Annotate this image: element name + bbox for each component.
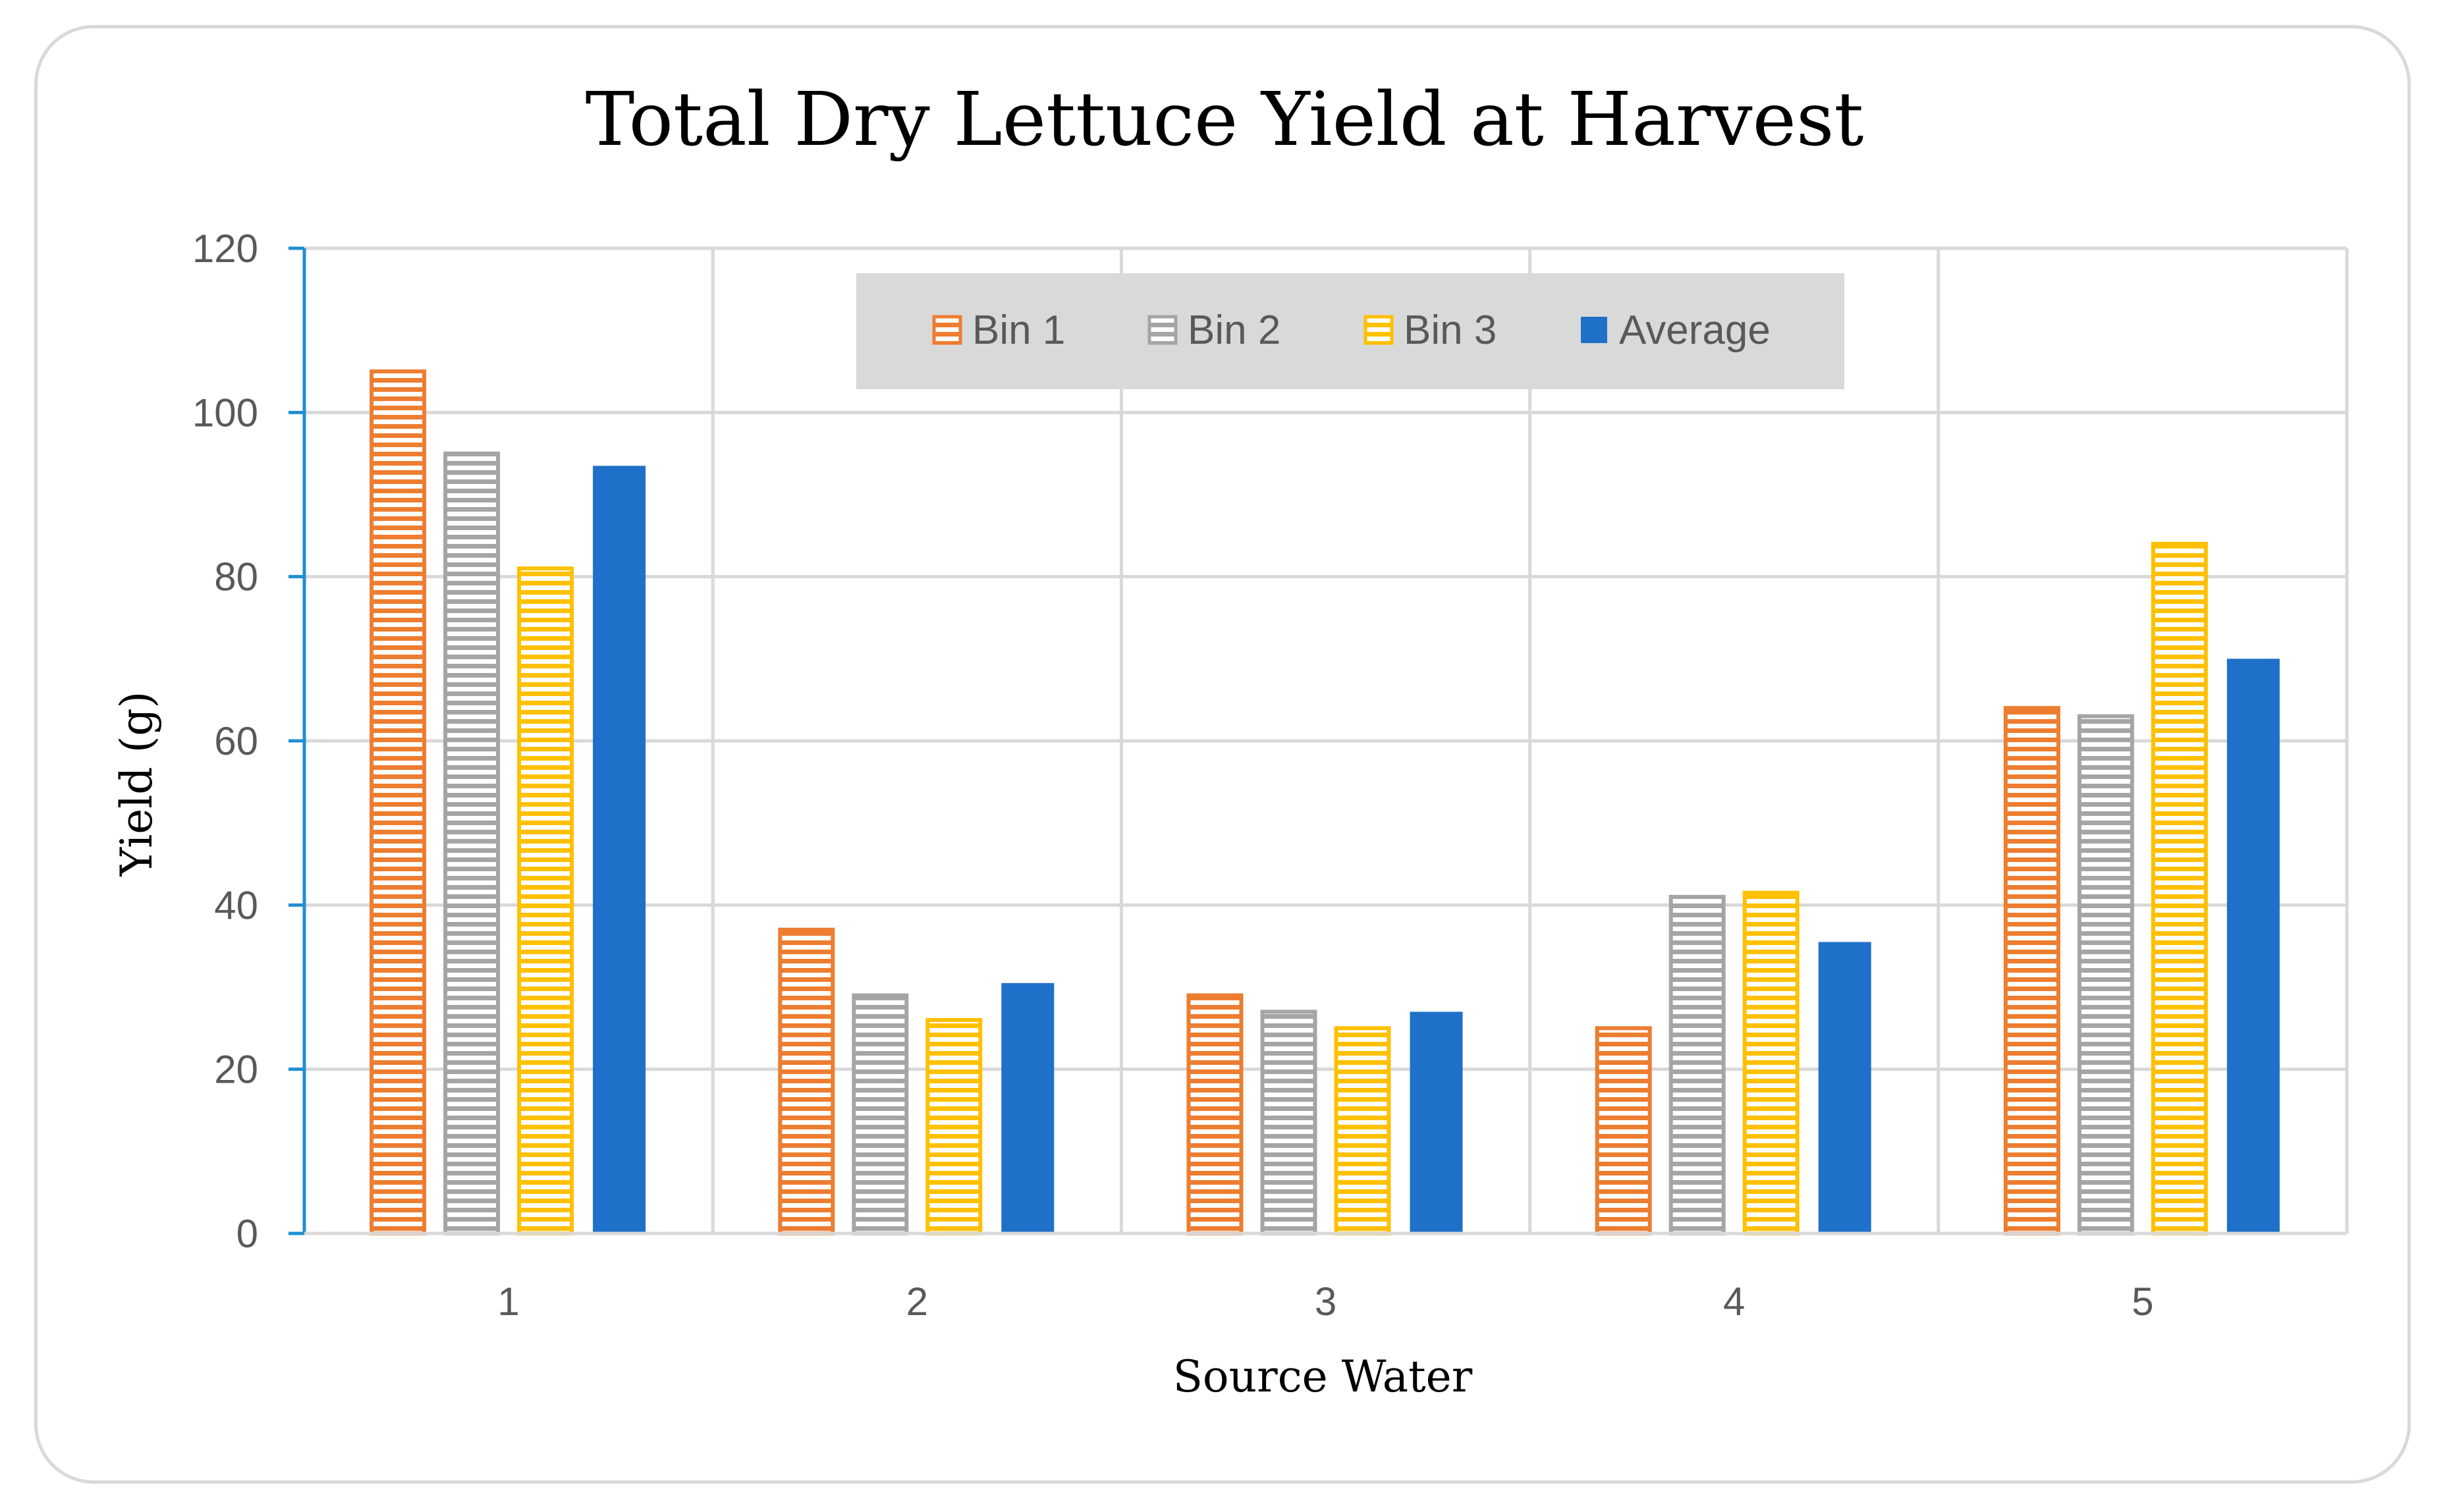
- legend-label-average: Average: [1619, 308, 1771, 353]
- bar-bin-1-2: [778, 927, 835, 1235]
- y-tick-label-20: 20: [214, 1048, 258, 1092]
- x-tick-labels: 1 2 3 4 5: [497, 1280, 2153, 1324]
- legend-box: [856, 273, 1844, 389]
- bar-average-5: [2226, 659, 2280, 1233]
- y-tick-label-80: 80: [214, 555, 258, 599]
- bar-bin-2-2: [852, 993, 909, 1235]
- y-tick-label-100: 100: [192, 391, 258, 435]
- x-axis-title: Source Water: [1173, 1351, 1473, 1402]
- bar-bin-1-3: [1186, 993, 1244, 1235]
- bar-bin-3-3: [1334, 1026, 1391, 1236]
- bar-bin-1-5: [2003, 706, 2060, 1235]
- y-tick-label-120: 120: [192, 227, 258, 271]
- bar-bin-2-5: [2077, 714, 2134, 1235]
- y-tick-labels: 0 20 40 60 80 100 120: [192, 227, 258, 1256]
- y-tick-label-0: 0: [236, 1212, 258, 1256]
- legend-label-bin-2: Bin 2: [1188, 308, 1280, 353]
- legend-swatch-bin-3: [1363, 315, 1394, 345]
- bar-bin-3-4: [1742, 890, 1800, 1235]
- x-tick-label-2: 2: [906, 1280, 928, 1324]
- legend-label-bin-1: Bin 1: [972, 308, 1065, 353]
- axes: [289, 246, 2347, 1235]
- legend-label-bin-3: Bin 3: [1404, 308, 1497, 353]
- bar-bin-2-1: [443, 451, 501, 1236]
- x-tick-label-1: 1: [497, 1280, 519, 1324]
- bar-average-3: [1410, 1012, 1463, 1233]
- y-axis-title: Yield (g): [111, 691, 162, 877]
- x-tick-label-5: 5: [2132, 1280, 2153, 1324]
- bar-bin-2-4: [1668, 894, 1726, 1236]
- bar-average-1: [593, 466, 646, 1233]
- bar-bin-3-1: [517, 566, 574, 1235]
- y-tick-label-60: 60: [214, 719, 258, 763]
- bar-average-4: [1818, 942, 1871, 1233]
- x-tick-label-4: 4: [1723, 1280, 1745, 1324]
- legend-swatch-average: [1581, 317, 1607, 343]
- bar-average-2: [1001, 983, 1055, 1233]
- x-tick-label-3: 3: [1315, 1280, 1336, 1324]
- bar-bin-1-4: [1595, 1026, 1652, 1236]
- chart-title: Total Dry Lettuce Yield at Harvest: [586, 77, 1864, 163]
- bar-bin-3-2: [925, 1017, 983, 1236]
- legend-swatch-bin-2: [1147, 315, 1178, 345]
- bars: [370, 369, 2280, 1236]
- bar-bin-1-1: [370, 369, 427, 1235]
- legend-swatch-bin-1: [932, 315, 962, 345]
- y-tick-label-40: 40: [214, 883, 258, 927]
- bar-bin-2-3: [1260, 1010, 1317, 1236]
- legend: Bin 1 Bin 2 Bin 3 Average: [856, 273, 1844, 389]
- bar-bin-3-5: [2151, 541, 2208, 1235]
